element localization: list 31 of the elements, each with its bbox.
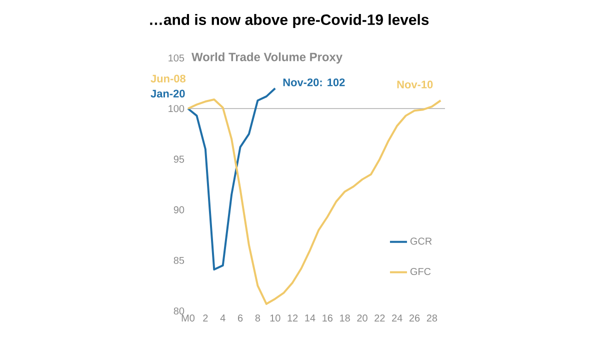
x-tick-label: 26 bbox=[409, 314, 420, 322]
x-tick-label: 24 bbox=[392, 314, 402, 322]
y-tick-label: 90 bbox=[174, 206, 184, 214]
line-series bbox=[187, 87, 276, 271]
y-tick-label: 105 bbox=[168, 54, 184, 62]
x-tick-label: 28 bbox=[426, 314, 438, 322]
x-tick-label: 10 bbox=[270, 314, 280, 322]
line-series bbox=[187, 98, 442, 305]
x-tick-label: 22 bbox=[374, 314, 385, 322]
x-tick-label: 6 bbox=[238, 314, 243, 322]
x-tick-label: M0 bbox=[182, 314, 195, 322]
y-tick-label: 95 bbox=[174, 156, 184, 163]
annotation: Nov-10 bbox=[397, 80, 433, 88]
x-tick-label: 8 bbox=[255, 314, 260, 322]
chart-subtitle: World Trade Volume Proxy bbox=[192, 52, 342, 64]
annotation: Nov-20: 102 bbox=[283, 78, 345, 86]
chart-title: …and is now above pre-Covid-19 levels bbox=[150, 14, 429, 28]
annotation: Jun-08 bbox=[150, 74, 186, 82]
x-tick-label: 4 bbox=[220, 314, 226, 322]
annotation: Jan-20 bbox=[150, 90, 185, 98]
legend-label: GFC bbox=[410, 268, 431, 276]
x-tick-label: 2 bbox=[203, 314, 208, 322]
x-tick-label: 18 bbox=[340, 314, 350, 322]
x-tick-label: 20 bbox=[357, 314, 368, 322]
y-tick-label: 80 bbox=[174, 307, 184, 315]
x-tick-label: 16 bbox=[322, 314, 332, 322]
legend-label: GCR bbox=[410, 238, 432, 245]
y-tick-label: 100 bbox=[168, 105, 184, 112]
x-tick-label: 14 bbox=[305, 314, 316, 322]
y-tick-label: 85 bbox=[174, 256, 184, 264]
x-tick-label: 12 bbox=[288, 314, 298, 322]
